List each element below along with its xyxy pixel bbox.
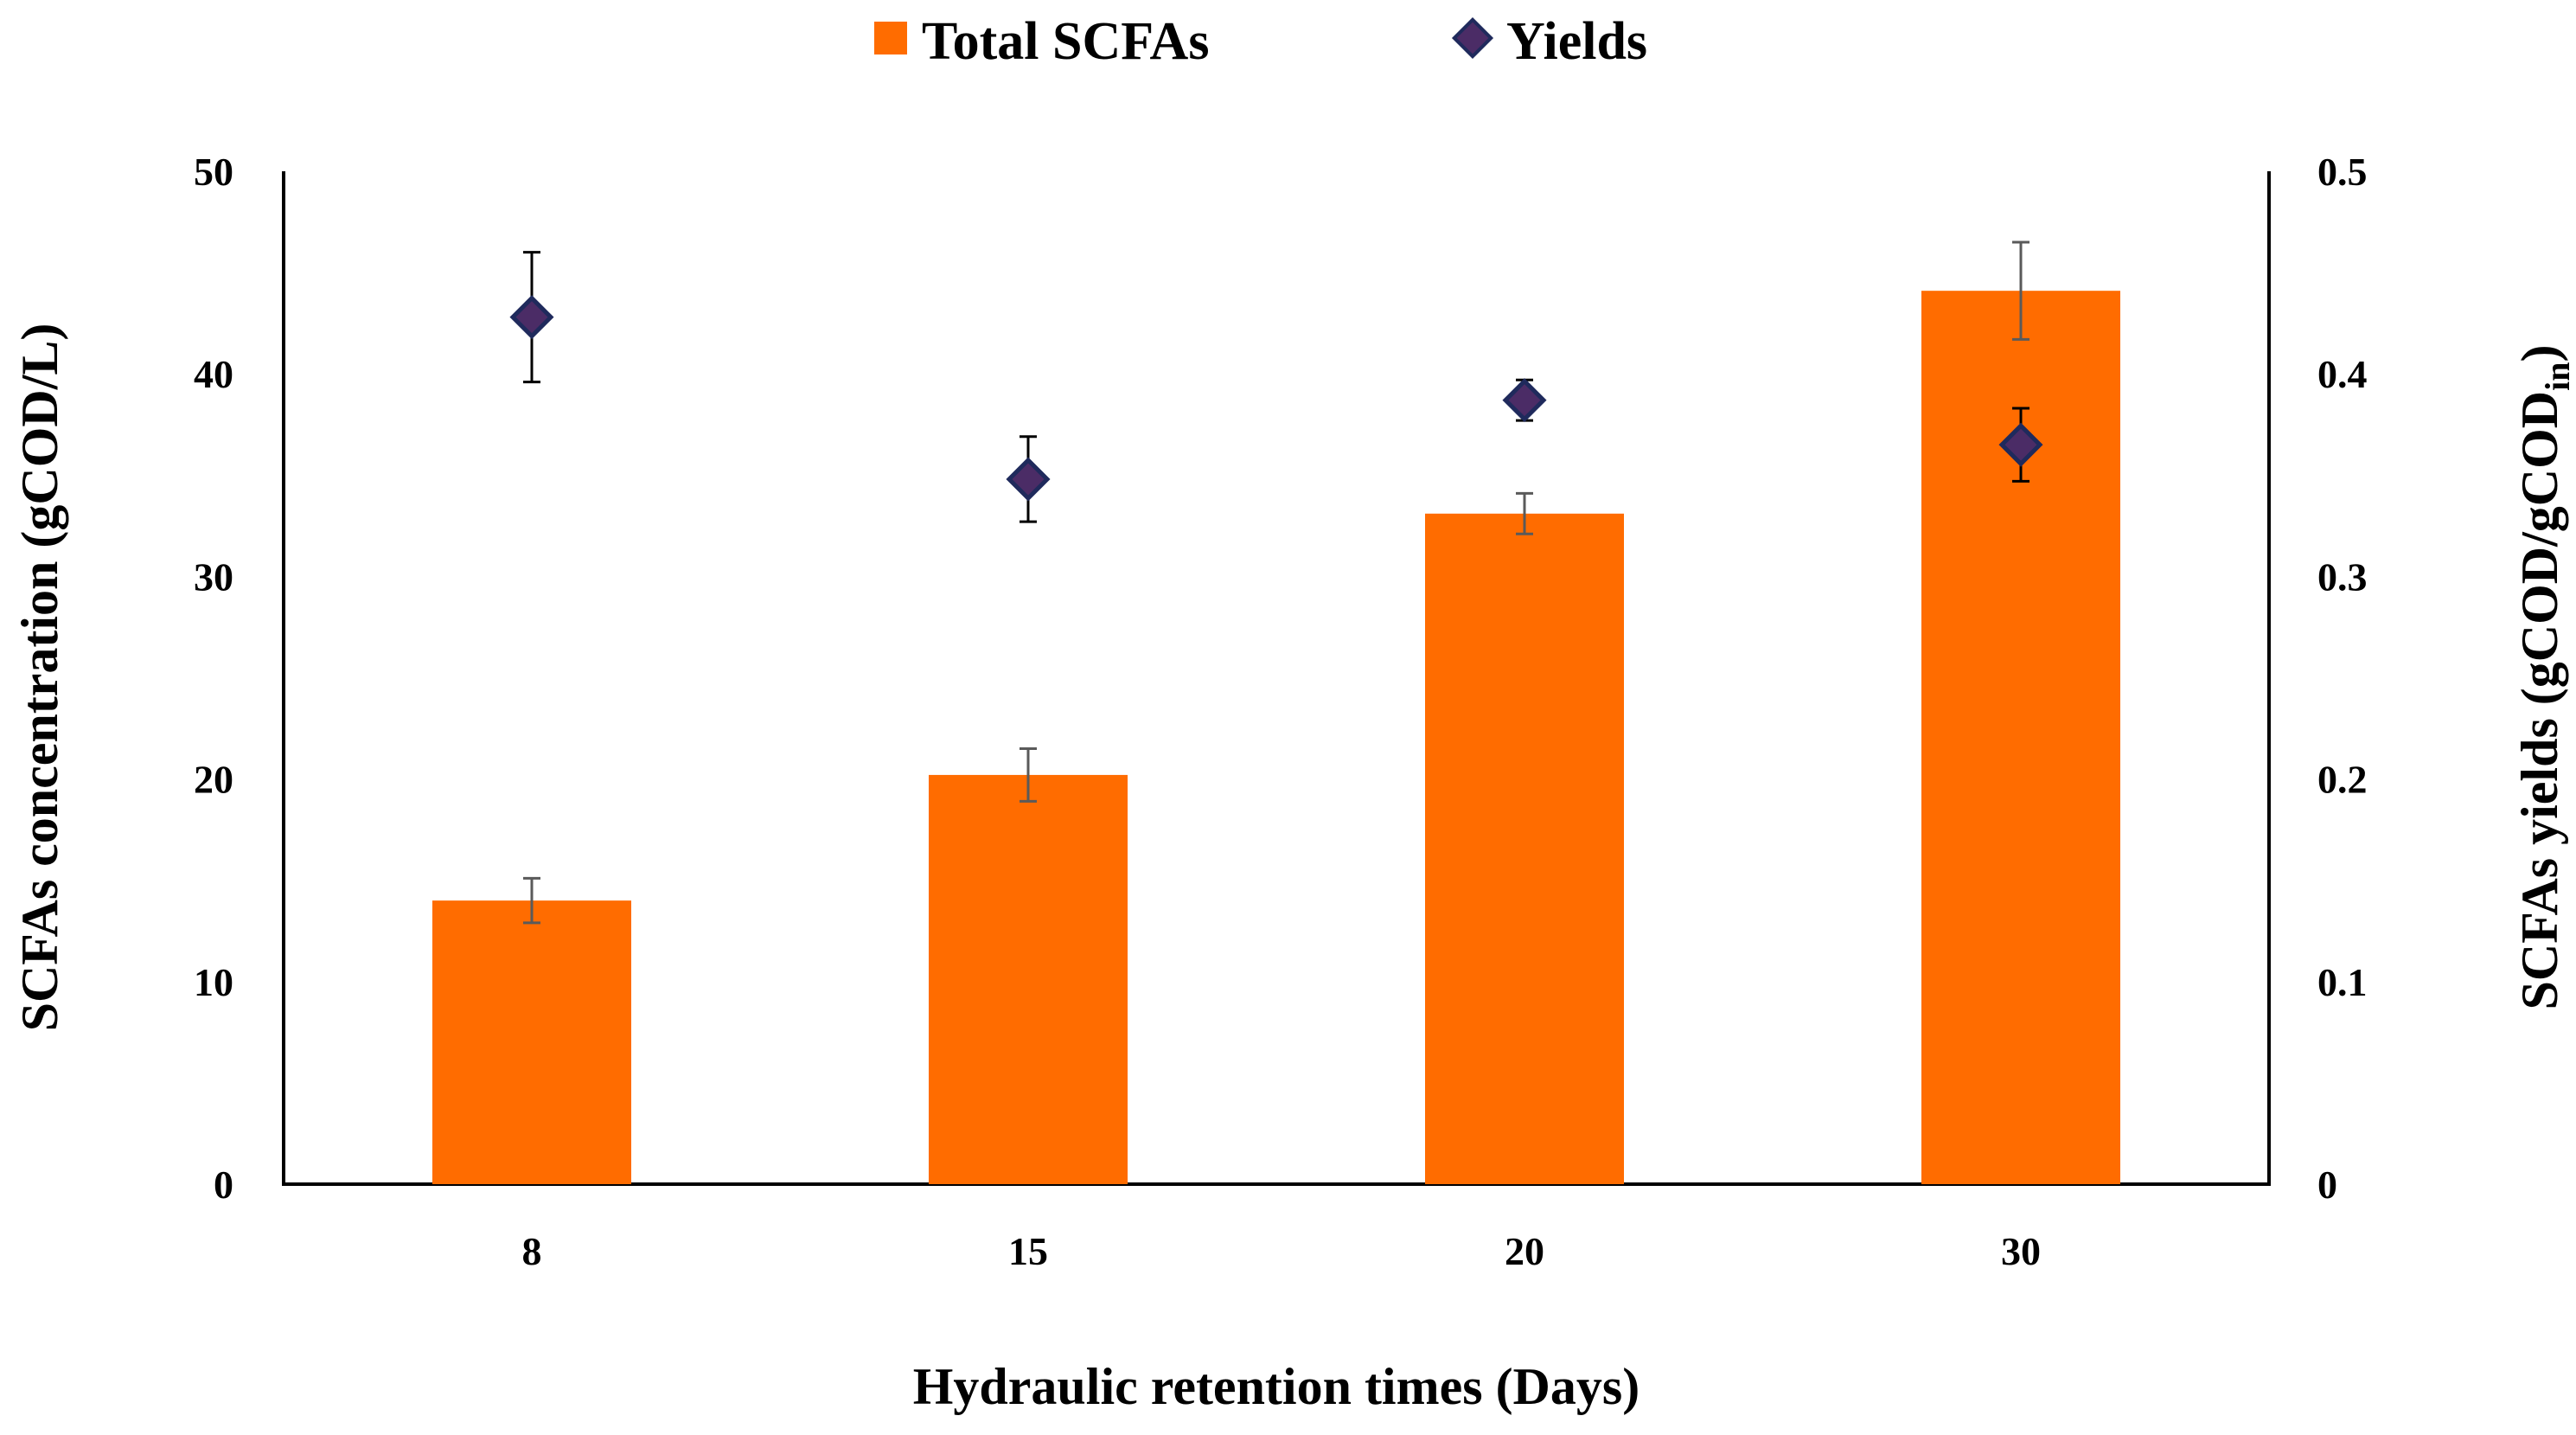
bar-total-scfas [929, 774, 1128, 1184]
right-tick-label: 0.4 [2317, 352, 2368, 396]
legend: Total SCFAs Yields [874, 12, 1647, 71]
x-tick-label: 20 [1505, 1229, 1544, 1273]
x-axis-ticks: 8 15 20 30 [522, 1229, 2042, 1273]
left-tick-label: 0 [214, 1163, 233, 1207]
left-tick-label: 20 [194, 758, 233, 802]
y-axis-title: SCFAs concentration (gCOD/L) [11, 324, 68, 1032]
left-axis-ticks: 0 10 20 30 40 50 [194, 150, 233, 1207]
right-tick-label: 0 [2317, 1163, 2337, 1207]
left-tick-label: 50 [194, 150, 233, 194]
legend-label-total-scfas: Total SCFAs [922, 12, 1209, 71]
legend-marker-yields [1451, 16, 1494, 60]
yield-point [1006, 457, 1051, 502]
yield-point [1998, 422, 2043, 467]
legend-swatch-total-scfas [874, 22, 907, 54]
y2-axis-title-close: ) [2511, 345, 2568, 362]
yield-markers [509, 251, 2043, 523]
right-tick-label: 0.1 [2317, 960, 2368, 1004]
left-tick-label: 40 [194, 352, 233, 396]
bars [432, 240, 2120, 1185]
right-tick-label: 0.2 [2317, 758, 2368, 802]
left-tick-label: 30 [194, 554, 233, 599]
right-tick-label: 0.5 [2317, 150, 2368, 194]
bar-total-scfas [432, 900, 631, 1184]
x-tick-label: 15 [1008, 1229, 1048, 1273]
right-tick-label: 0.3 [2317, 554, 2368, 599]
y2-axis-title-subscript: in [2538, 362, 2576, 391]
yield-point [509, 295, 554, 340]
y2-axis-title: SCFAs yields (gCOD/gCODin) [2511, 345, 2576, 1010]
left-tick-label: 10 [194, 960, 233, 1004]
legend-label-yields: Yields [1506, 12, 1647, 71]
y2-axis-title-main: SCFAs yields (gCOD/gCOD [2511, 391, 2568, 1010]
x-axis-title: Hydraulic retention times (Days) [913, 1358, 1640, 1415]
x-tick-label: 30 [2001, 1229, 2041, 1273]
yield-point [1502, 378, 1547, 423]
x-tick-label: 8 [522, 1229, 542, 1273]
bar-total-scfas [1425, 513, 1624, 1184]
right-axis-ticks: 0 0.1 0.2 0.3 0.4 0.5 [2317, 150, 2368, 1207]
